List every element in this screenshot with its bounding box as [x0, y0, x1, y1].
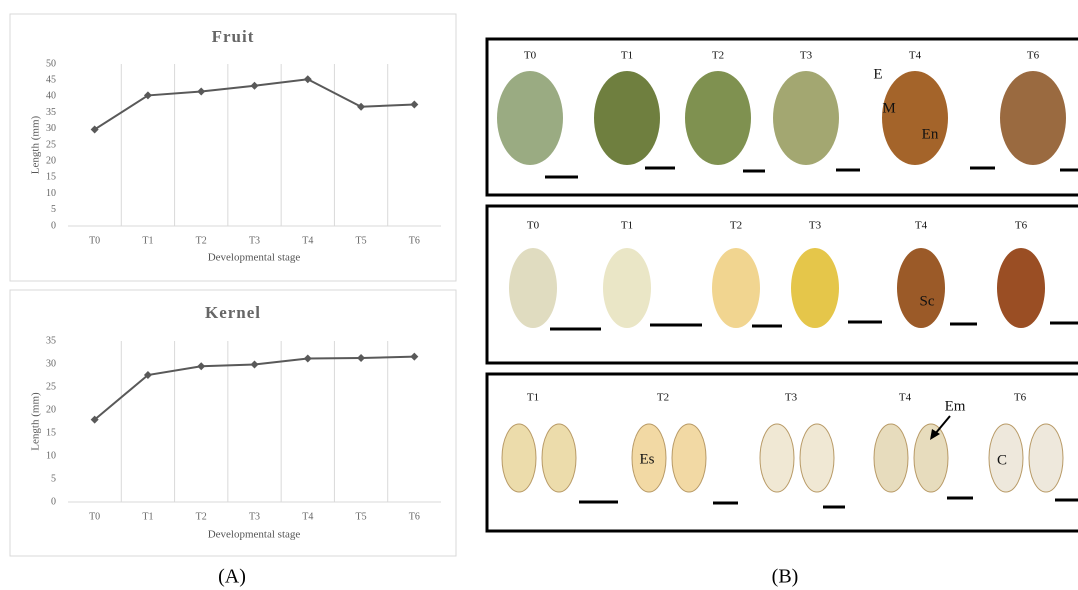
x-tick-label: T2	[196, 511, 207, 522]
seed-photo	[874, 424, 908, 492]
y-tick-label: 10	[46, 450, 56, 461]
y-axis-label: Length (mm)	[30, 115, 42, 174]
panel-label: (B)	[772, 566, 799, 588]
chart-title: Fruit	[212, 27, 255, 46]
annotation: E	[873, 66, 882, 82]
stage-label: T1	[621, 50, 633, 62]
y-tick-label: 50	[46, 58, 56, 69]
x-tick-label: T5	[356, 235, 367, 246]
y-tick-label: 20	[46, 155, 56, 166]
seed-photo	[773, 71, 839, 165]
x-tick-label: T5	[356, 511, 367, 522]
annotation: Sc	[920, 293, 935, 309]
figure: (A) (B) Fruit Developmental stage Length (…	[0, 0, 1078, 590]
y-tick-label: 10	[46, 188, 56, 199]
seed-photo	[760, 424, 794, 492]
x-tick-label: T3	[249, 235, 260, 246]
stage-label: T3	[809, 220, 822, 232]
seed-photo	[509, 248, 557, 328]
y-tick-label: 15	[46, 427, 56, 438]
seed-photo	[800, 424, 834, 492]
annotation: M	[882, 100, 895, 116]
photo-panel	[487, 206, 1078, 363]
seed-photo	[542, 424, 576, 492]
x-tick-label: T3	[249, 511, 260, 522]
stage-label: T6	[1015, 220, 1028, 232]
seed-photo	[685, 71, 751, 165]
chart-frame	[10, 14, 456, 281]
stage-label: T4	[899, 392, 912, 404]
seed-photo	[502, 424, 536, 492]
stage-label: T4	[915, 220, 928, 232]
seed-photo	[791, 248, 839, 328]
stage-label: T2	[712, 50, 724, 62]
y-tick-label: 0	[51, 220, 56, 231]
chart-frame	[10, 290, 456, 556]
x-tick-label: T2	[196, 235, 207, 246]
stage-label: T4	[909, 50, 922, 62]
seed-photo	[497, 71, 563, 165]
x-tick-label: T0	[89, 235, 100, 246]
x-axis-label: Developmental stage	[208, 252, 301, 264]
y-tick-label: 20	[46, 404, 56, 415]
y-tick-label: 35	[46, 107, 56, 118]
seed-photo	[1000, 71, 1066, 165]
x-tick-label: T6	[409, 511, 420, 522]
chart-title: Kernel	[205, 303, 261, 322]
stage-label: T0	[527, 220, 540, 232]
seed-photo	[997, 248, 1045, 328]
seed-photo	[1029, 424, 1063, 492]
stage-label: T1	[621, 220, 633, 232]
stage-label: T3	[800, 50, 813, 62]
annotation: Es	[640, 451, 655, 467]
x-tick-label: T6	[409, 235, 420, 246]
x-tick-label: T4	[302, 235, 313, 246]
y-axis-label: Length (mm)	[30, 392, 42, 451]
stage-label: T2	[730, 220, 742, 232]
x-tick-label: T0	[89, 511, 100, 522]
panel-label: (A)	[218, 566, 246, 588]
y-tick-label: 0	[51, 496, 56, 507]
stage-label: T6	[1014, 392, 1027, 404]
annotation: Em	[945, 398, 966, 414]
seed-photo	[914, 424, 948, 492]
y-tick-label: 15	[46, 172, 56, 183]
annotation: En	[922, 126, 939, 142]
seed-photo	[882, 71, 948, 165]
y-tick-label: 30	[46, 123, 56, 134]
stage-label: T1	[527, 392, 539, 404]
y-tick-label: 5	[51, 204, 56, 215]
stage-label: T3	[785, 392, 798, 404]
y-tick-label: 35	[46, 335, 56, 346]
y-tick-label: 25	[46, 381, 56, 392]
x-axis-label: Developmental stage	[208, 529, 301, 541]
seed-photo	[712, 248, 760, 328]
seed-photo	[897, 248, 945, 328]
y-tick-label: 5	[51, 473, 56, 484]
stage-label: T0	[524, 50, 537, 62]
stage-label: T6	[1027, 50, 1040, 62]
seed-photo	[594, 71, 660, 165]
seed-photo	[603, 248, 651, 328]
y-tick-label: 30	[46, 358, 56, 369]
y-tick-label: 25	[46, 139, 56, 150]
annotation: C	[997, 452, 1007, 468]
y-tick-label: 40	[46, 91, 56, 102]
x-tick-label: T4	[302, 511, 313, 522]
seed-photo	[672, 424, 706, 492]
x-tick-label: T1	[142, 511, 153, 522]
stage-label: T2	[657, 392, 669, 404]
y-tick-label: 45	[46, 74, 56, 85]
x-tick-label: T1	[142, 235, 153, 246]
